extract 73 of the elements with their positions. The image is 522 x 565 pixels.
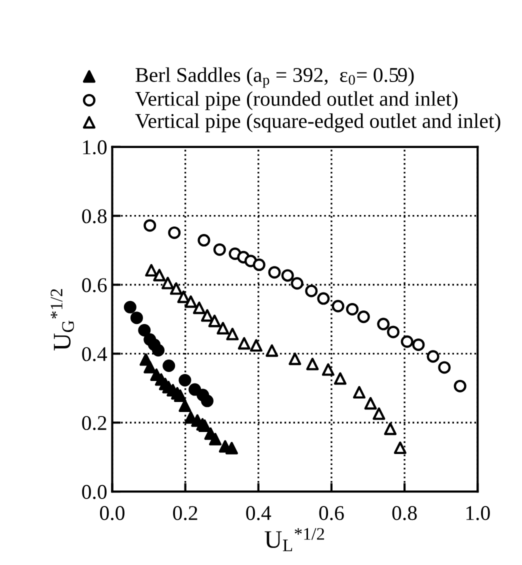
point [288, 352, 302, 366]
point [268, 266, 281, 279]
point [412, 338, 425, 351]
point [152, 344, 165, 357]
legend-label: Berl Saddles (a$_{p}$ = 392, ε$_{0}$= 0.59) [136, 67, 414, 88]
point [334, 372, 346, 385]
point [144, 360, 156, 374]
point [317, 292, 330, 305]
point [170, 282, 182, 295]
y-tick-label: 1.0 [83, 140, 107, 154]
y-axis-title: U$_{G}$$^{*1/2}$ [50, 289, 74, 350]
point [226, 328, 239, 340]
point [438, 361, 451, 374]
point [200, 309, 214, 322]
point [225, 442, 238, 454]
point [162, 276, 174, 290]
point [184, 295, 198, 308]
point [200, 394, 214, 408]
point [124, 300, 136, 314]
point [130, 312, 143, 324]
x-tick-label: 0.4 [246, 506, 272, 520]
point [346, 302, 359, 316]
point [252, 258, 266, 272]
point [384, 422, 397, 436]
point [357, 310, 370, 324]
x-tick-label: 0.2 [173, 506, 198, 520]
point [213, 243, 226, 256]
point [266, 344, 278, 357]
legend-label: Vertical pipe (square-edged outlet and inlet) [135, 113, 500, 132]
point [178, 399, 192, 412]
point [322, 363, 334, 376]
point [144, 219, 156, 232]
point [138, 324, 151, 337]
point [209, 432, 222, 446]
point [332, 300, 344, 312]
point [305, 284, 318, 298]
y-tick-label: 0.0 [82, 484, 107, 500]
point [145, 264, 158, 277]
point [198, 234, 210, 247]
point [162, 359, 176, 372]
point [168, 226, 181, 239]
point [364, 397, 377, 410]
x-tick-label: 0.0 [100, 506, 124, 520]
point [208, 314, 221, 328]
y-tick-label: 0.6 [82, 278, 107, 292]
point [306, 358, 319, 370]
point [188, 383, 202, 396]
x-tick-label: 0.6 [319, 506, 344, 520]
point [177, 290, 190, 304]
point [377, 318, 390, 330]
point [178, 374, 192, 386]
point [153, 268, 166, 282]
point [372, 407, 386, 420]
point [352, 386, 366, 399]
point [400, 335, 414, 348]
y-tick-label: 0.2 [82, 416, 106, 430]
point [174, 389, 186, 402]
legend-label: Vertical pipe (rounded outlet and inlet) [135, 91, 458, 110]
point [216, 322, 230, 334]
point [250, 339, 262, 352]
point [238, 337, 250, 350]
x-tick-label: 1.0 [466, 506, 490, 520]
point [281, 269, 294, 282]
point [192, 302, 206, 314]
y-tick-label: 0.8 [82, 209, 107, 224]
point [426, 350, 440, 363]
x-axis-title: U$_{L}$$^{*1/2}$ [264, 528, 324, 552]
point [394, 442, 406, 454]
y-tick-label: 0.4 [82, 347, 108, 362]
x-tick-label: 0.8 [392, 506, 417, 520]
point [386, 326, 400, 338]
point [454, 380, 466, 392]
point [290, 277, 304, 290]
